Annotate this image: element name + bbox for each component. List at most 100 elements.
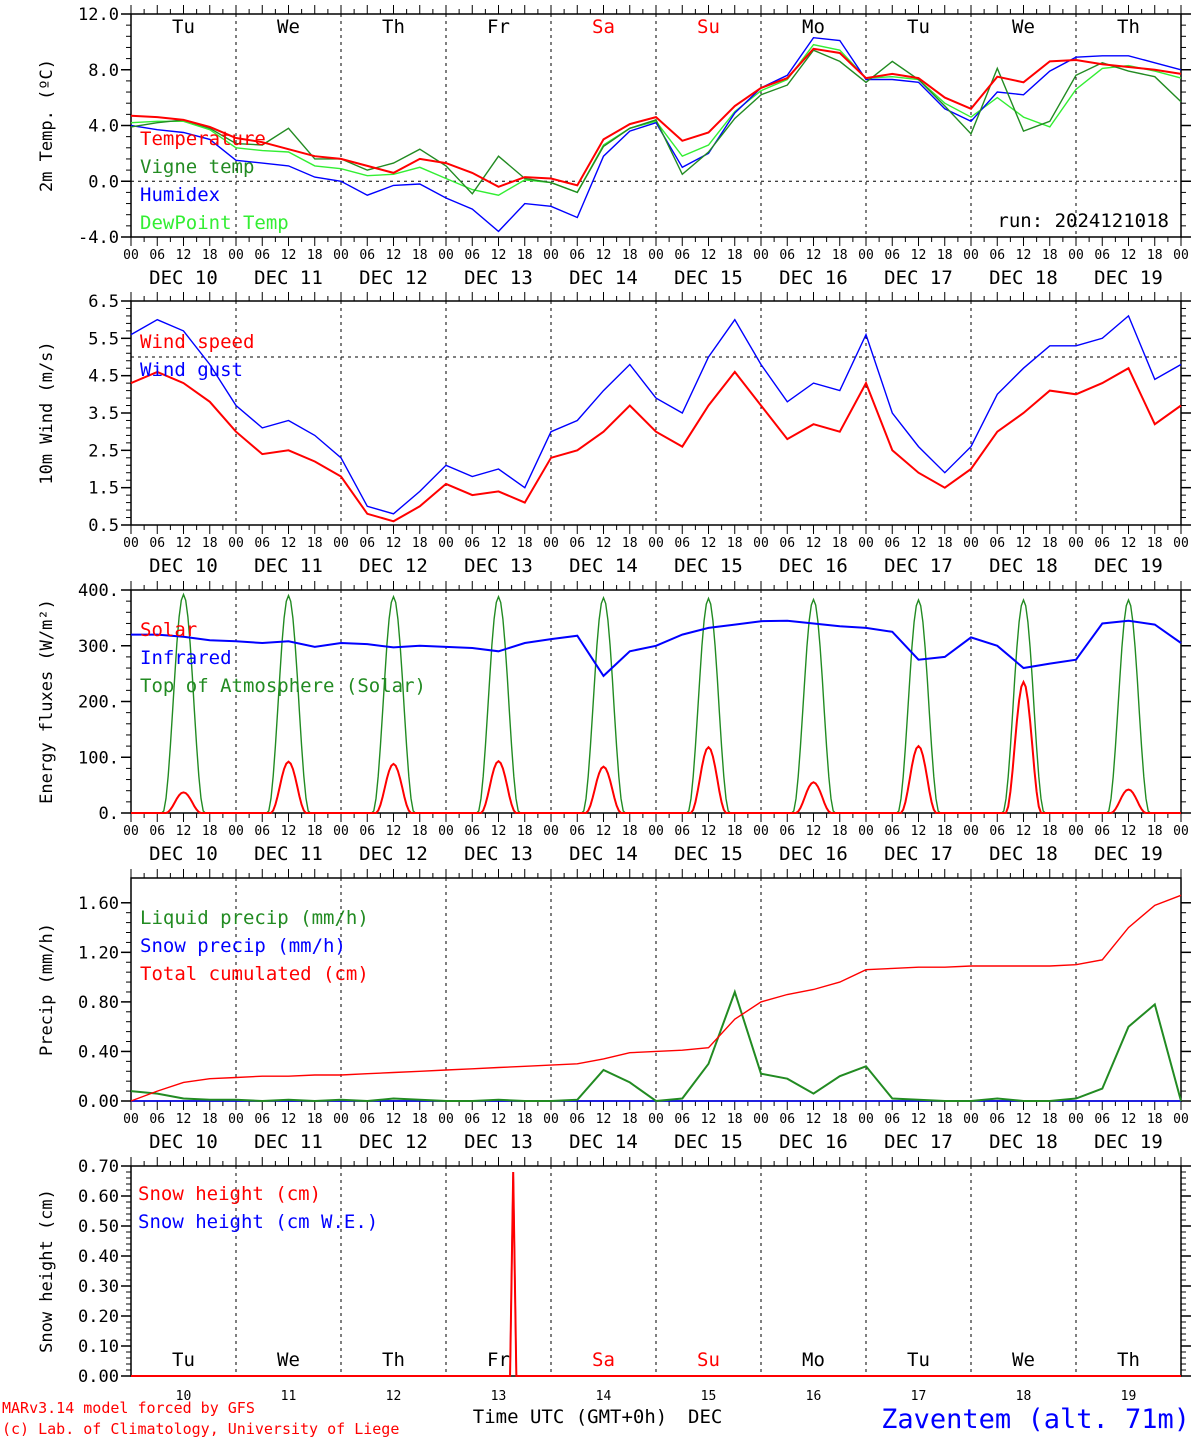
series-line-temperature — [130, 47, 1182, 188]
y-tick-label: 6.5 — [88, 292, 119, 312]
x-hour-label: 18 — [937, 248, 953, 263]
weekday-label: Mo — [802, 16, 825, 38]
x-hour-label: 12 — [176, 1112, 192, 1127]
x-hour-label: 18 — [727, 1112, 743, 1127]
x-hour-label: 18 — [622, 1112, 638, 1127]
x-hour-label: 12 — [176, 536, 192, 551]
x-hour-label: 00 — [123, 248, 139, 263]
series-line-liquid-precip-mm-h- — [130, 988, 1182, 1103]
x-hour-label: 18 — [1042, 536, 1058, 551]
weekday-label: Th — [382, 1349, 405, 1371]
x-date-label: DEC 19 — [1094, 1131, 1163, 1153]
x-date-label: DEC 11 — [254, 843, 323, 865]
panel-energy: 0. 100. 200. 300. 400. Energy fluxes (W/m²) 00… — [37, 581, 1191, 865]
x-hour-label: 00 — [648, 1112, 664, 1127]
x-hour-label: 00 — [1068, 1112, 1084, 1127]
x-date-label: DEC 12 — [359, 843, 428, 865]
panel-temp: -4.0 0.0 4.0 8.0 12.0 2m Temp. (ºC) 00 06 12 18 00… — [37, 5, 1191, 289]
x-date-label: DEC 14 — [569, 267, 638, 289]
x-hour-label: 12 — [386, 248, 402, 263]
x-date-label: DEC 13 — [464, 1131, 533, 1153]
x-hour-label: 12 — [806, 1112, 822, 1127]
x-day-number: 13 — [491, 1389, 507, 1404]
legend-entry: DewPoint Temp — [140, 212, 289, 234]
y-tick-label: 0.70 — [78, 1157, 119, 1177]
y-tick-label: 5.5 — [88, 329, 119, 349]
x-hour-label: 00 — [1173, 824, 1189, 839]
lab-credit: (c) Lab. of Climatology, University of L… — [2, 1420, 399, 1438]
weekday-label: Tu — [907, 1349, 930, 1371]
x-hour-label: 06 — [359, 536, 375, 551]
x-hour-label: 06 — [674, 824, 690, 839]
x-hour-label: 00 — [1173, 536, 1189, 551]
legend-entry: Humidex — [140, 184, 220, 206]
x-hour-label: 18 — [307, 824, 323, 839]
y-tick-label: 1.5 — [88, 479, 119, 499]
weekday-label: Su — [697, 1349, 720, 1371]
x-hour-label: 06 — [989, 1112, 1005, 1127]
x-hour-label: 06 — [149, 536, 165, 551]
x-day-number: 16 — [806, 1389, 822, 1404]
weekday-label: Tu — [172, 1349, 195, 1371]
x-hour-label: 18 — [622, 248, 638, 263]
legend-entry: Snow height (cm W.E.) — [138, 1211, 378, 1233]
x-hour-label: 12 — [491, 824, 507, 839]
x-hour-label: 12 — [386, 1112, 402, 1127]
x-hour-label: 06 — [779, 248, 795, 263]
x-hour-label: 00 — [648, 824, 664, 839]
x-hour-label: 06 — [569, 248, 585, 263]
x-hour-label: 18 — [727, 536, 743, 551]
y-tick-label: 0.5 — [88, 516, 119, 536]
x-hour-label: 12 — [281, 1112, 297, 1127]
y-tick-label: 4.0 — [88, 117, 119, 137]
x-hour-label: 00 — [963, 248, 979, 263]
x-hour-label: 00 — [858, 1112, 874, 1127]
x-hour-label: 06 — [989, 536, 1005, 551]
x-hour-label: 12 — [176, 248, 192, 263]
x-hour-label: 12 — [1016, 1112, 1032, 1127]
x-hour-label: 00 — [963, 536, 979, 551]
x-hour-label: 18 — [202, 1112, 218, 1127]
x-date-label: DEC 12 — [359, 1131, 428, 1153]
x-date-label: DEC 13 — [464, 843, 533, 865]
x-date-label: DEC 15 — [674, 1131, 743, 1153]
model-credit: MARv3.14 model forced by GFS — [2, 1399, 255, 1417]
x-day-number: 12 — [386, 1389, 402, 1404]
y-axis-label: 10m Wind (m/s) — [37, 341, 57, 484]
x-hour-label: 06 — [779, 1112, 795, 1127]
x-hour-label: 00 — [333, 824, 349, 839]
x-date-label: DEC 19 — [1094, 555, 1163, 577]
x-date-label: DEC 11 — [254, 555, 323, 577]
series-line-wind-gust — [130, 314, 1182, 515]
x-hour-label: 12 — [596, 824, 612, 839]
x-hour-label: 12 — [596, 536, 612, 551]
x-hour-label: 06 — [1094, 536, 1110, 551]
x-hour-label: 00 — [858, 824, 874, 839]
x-hour-label: 00 — [123, 536, 139, 551]
y-tick-label: 0.20 — [78, 1307, 119, 1327]
x-hour-label: 18 — [832, 248, 848, 263]
x-date-label: DEC 18 — [989, 267, 1058, 289]
x-hour-label: 18 — [1147, 824, 1163, 839]
x-hour-label: 12 — [281, 536, 297, 551]
x-day-number: 17 — [911, 1389, 927, 1404]
x-hour-label: 12 — [1121, 536, 1137, 551]
weekday-label: Sa — [592, 1349, 615, 1371]
legend-entry: Total cumulated (cm) — [140, 963, 369, 985]
legend-entry: Liquid precip (mm/h) — [140, 907, 369, 929]
y-tick-label: 1.60 — [78, 894, 119, 914]
panel-precip: 0.00 0.40 0.80 1.20 1.60 Precip (mm/h) 00 06 12 1… — [37, 869, 1191, 1153]
y-tick-label: 300. — [78, 637, 119, 657]
x-hour-label: 06 — [359, 1112, 375, 1127]
x-hour-label: 18 — [517, 1112, 533, 1127]
x-hour-label: 00 — [543, 824, 559, 839]
x-hour-label: 18 — [622, 824, 638, 839]
weekday-label: Su — [697, 16, 720, 38]
x-hour-label: 18 — [412, 1112, 428, 1127]
x-date-label: DEC 11 — [254, 267, 323, 289]
y-tick-label: 0.00 — [78, 1367, 119, 1387]
x-date-label: DEC 16 — [779, 1131, 848, 1153]
series-line-solar — [131, 679, 1181, 814]
x-date-label: DEC 15 — [674, 843, 743, 865]
x-hour-label: 18 — [412, 824, 428, 839]
